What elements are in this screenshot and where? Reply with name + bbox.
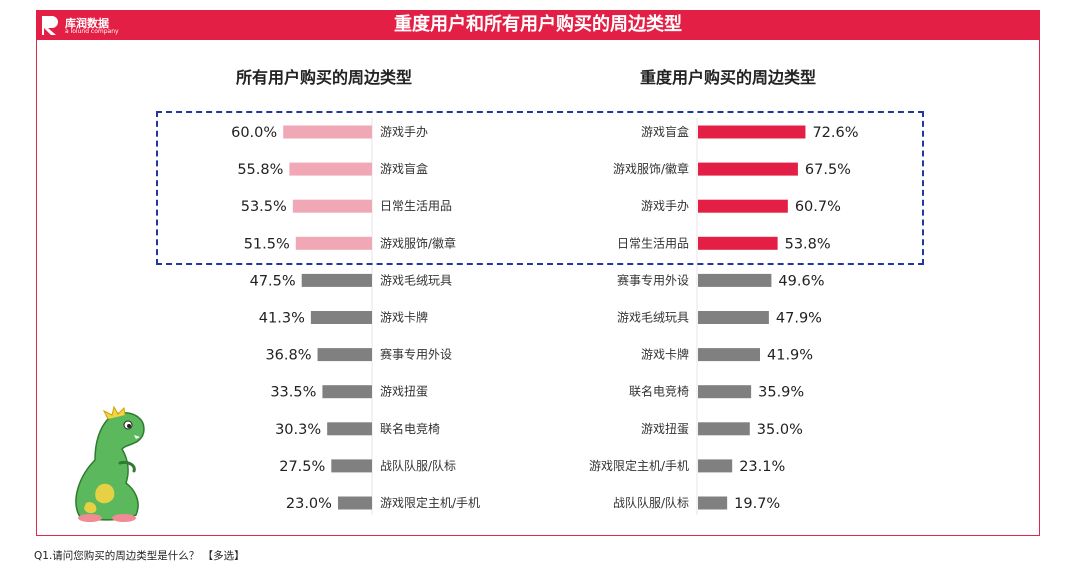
right-bar: [698, 236, 778, 250]
left-bar-value-label: 30.3%: [275, 422, 321, 438]
left-chart-title: 所有用户购买的周边类型: [236, 68, 413, 87]
logo-subtext: a lolund company: [65, 28, 119, 35]
right-bar: [698, 496, 728, 510]
dinosaur-mascot-illustration: [75, 405, 145, 522]
right-bar: [698, 459, 733, 473]
right-bar-value-label: 41.9%: [767, 348, 813, 364]
left-bar-value-label: 36.8%: [265, 348, 311, 364]
left-bar-value-label: 41.3%: [259, 311, 305, 327]
page-title: 重度用户和所有用户购买的周边类型: [394, 14, 682, 35]
right-bar: [698, 162, 798, 176]
footnote: Q1.请问您购买的周边类型是什么？ 【多选】: [34, 550, 245, 562]
right-category-label: 游戏服饰/徽章: [613, 161, 689, 176]
left-bar: [289, 162, 372, 176]
left-bar: [322, 385, 372, 399]
logo-mark-icon: [42, 16, 58, 35]
right-bar-value-label: 53.8%: [785, 236, 831, 252]
right-bar: [698, 199, 788, 213]
right-bar: [698, 311, 769, 324]
left-bar-value-label: 53.5%: [241, 199, 287, 215]
left-bar: [327, 422, 372, 436]
right-category-label: 游戏手办: [641, 198, 689, 213]
left-bar: [301, 273, 372, 287]
left-category-label: 游戏服饰/徽章: [380, 235, 456, 250]
brand-logo: 库润数据 a lolund company: [40, 14, 140, 36]
left-category-label: 联名电竞椅: [380, 421, 440, 436]
right-bar-value-label: 35.9%: [758, 385, 804, 401]
right-category-label: 赛事专用外设: [617, 272, 689, 287]
top4-highlight-box: [156, 111, 924, 265]
left-bar: [292, 199, 372, 213]
left-bar-value-label: 33.5%: [270, 385, 316, 401]
right-bar: [698, 385, 752, 399]
left-category-label: 赛事专用外设: [380, 347, 452, 362]
left-bar-value-label: 27.5%: [279, 459, 325, 475]
right-category-label: 游戏限定主机/手机: [589, 458, 689, 473]
right-bar: [698, 348, 761, 362]
right-bar-value-label: 67.5%: [805, 162, 851, 178]
right-bar-value-label: 23.1%: [739, 459, 785, 475]
left-bar-value-label: 60.0%: [231, 125, 277, 141]
right-category-label: 游戏卡牌: [641, 348, 689, 362]
right-category-label: 战队队服/队标: [613, 495, 689, 510]
right-category-label: 游戏毛绒玩具: [617, 311, 689, 325]
left-bar: [331, 459, 372, 473]
left-bar: [317, 348, 372, 362]
left-bar: [295, 236, 372, 250]
left-bar-value-label: 47.5%: [250, 273, 296, 289]
right-bar-value-label: 72.6%: [812, 125, 858, 141]
left-bar: [283, 125, 372, 139]
right-bar-value-label: 60.7%: [795, 199, 841, 215]
left-bar: [337, 496, 372, 510]
left-category-label: 战队队服/队标: [380, 458, 456, 473]
right-bar-value-label: 47.9%: [776, 311, 822, 327]
right-bar: [698, 422, 750, 436]
slide-frame: [36, 10, 1040, 536]
right-category-label: 游戏盲盒: [641, 124, 689, 139]
right-bar-value-label: 19.7%: [734, 496, 780, 512]
left-bar-value-label: 23.0%: [286, 496, 332, 512]
right-bar: [698, 273, 772, 287]
right-chart-title: 重度用户购买的周边类型: [640, 68, 817, 87]
right-bar-value-label: 35.0%: [757, 422, 803, 438]
logo-text: 库润数据: [65, 17, 109, 30]
left-category-label: 日常生活用品: [380, 199, 452, 213]
left-category-label: 游戏手办: [380, 124, 428, 139]
left-category-label: 游戏限定主机/手机: [380, 495, 480, 510]
header-bar: 重度用户和所有用户购买的周边类型: [36, 10, 1040, 40]
left-category-label: 游戏扭蛋: [380, 385, 428, 399]
left-bar-value-label: 55.8%: [237, 162, 283, 178]
right-bar-value-label: 49.6%: [778, 273, 824, 289]
left-bar: [310, 311, 372, 324]
left-bar-value-label: 51.5%: [244, 236, 290, 252]
left-category-label: 游戏卡牌: [380, 311, 428, 325]
left-category-label: 游戏盲盒: [380, 161, 428, 176]
right-category-label: 日常生活用品: [617, 236, 689, 250]
left-category-label: 游戏毛绒玩具: [380, 273, 452, 287]
right-bar: [698, 125, 806, 139]
right-category-label: 游戏扭蛋: [641, 422, 689, 436]
right-category-label: 联名电竞椅: [629, 384, 689, 399]
